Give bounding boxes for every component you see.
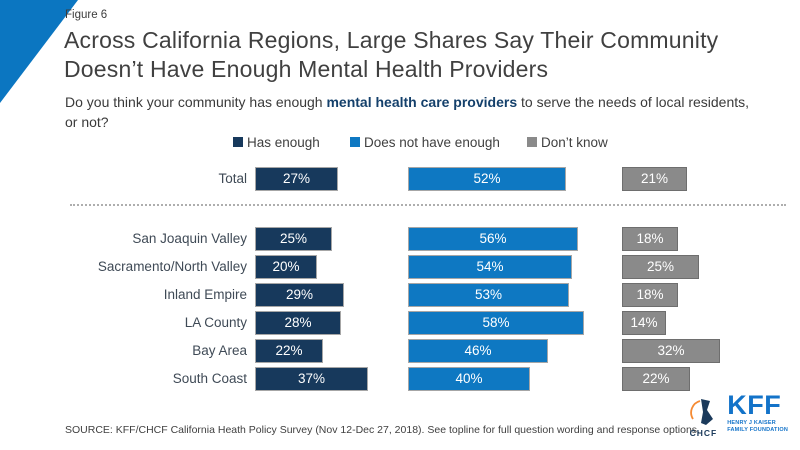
bar-does-not-have-enough-la-county: 58% — [408, 311, 584, 335]
row-label-sacramento-north-valley: Sacramento/North Valley — [97, 259, 247, 274]
bar-does-not-have-enough-sacramento-north-valley: 54% — [408, 255, 572, 279]
bar-has-enough-la-county: 28% — [255, 311, 341, 335]
legend-label-dont-know: Don’t know — [541, 134, 608, 150]
question-suffix: to serve the needs of local residents, o… — [65, 94, 750, 130]
legend-label-has-enough: Has enough — [247, 134, 320, 150]
bar-don-t-know-south-coast: 22% — [622, 367, 690, 391]
chcf-logo-icon — [690, 399, 714, 425]
kff-sub-line-1: HENRY J KAISER — [727, 419, 776, 426]
bar-does-not-have-enough-bay-area: 46% — [408, 339, 548, 363]
question-prefix: Do you think your community has enough — [65, 94, 327, 110]
legend-label-does-not-have-enough: Does not have enough — [364, 134, 500, 150]
bar-has-enough-south-coast: 37% — [255, 367, 368, 391]
figure-label: Figure 6 — [65, 9, 108, 21]
legend: Has enough Does not have enough Don’t kn… — [0, 134, 800, 150]
corner-accent-triangle — [0, 0, 78, 103]
bar-don-t-know-sacramento-north-valley: 25% — [622, 255, 699, 279]
kff-logo: KFF HENRY J KAISER FAMILY FOUNDATION — [727, 390, 788, 434]
bar-don-t-know-inland-empire: 18% — [622, 283, 678, 307]
legend-item-has-enough: Has enough — [233, 134, 320, 150]
footer-logos: CHCF KFF HENRY J KAISER FAMILY FOUNDATIO… — [690, 390, 788, 438]
bar-does-not-have-enough-inland-empire: 53% — [408, 283, 569, 307]
bar-has-enough-total: 27% — [255, 167, 338, 191]
row-label-bay-area: Bay Area — [192, 343, 247, 358]
bar-don-t-know-la-county: 14% — [622, 311, 666, 335]
row-label-san-joaquin-valley: San Joaquin Valley — [132, 231, 247, 246]
row-label-inland-empire: Inland Empire — [163, 287, 247, 302]
row-label-la-county: LA County — [184, 315, 247, 330]
bar-don-t-know-san-joaquin-valley: 18% — [622, 227, 678, 251]
bar-has-enough-sacramento-north-valley: 20% — [255, 255, 317, 279]
kff-logo-subtext: HENRY J KAISER FAMILY FOUNDATION — [727, 420, 788, 434]
bar-has-enough-san-joaquin-valley: 25% — [255, 227, 332, 251]
title-line-2: Doesn’t Have Enough Mental Health Provid… — [64, 56, 549, 83]
bar-does-not-have-enough-south-coast: 40% — [408, 367, 530, 391]
kff-sub-line-2: FAMILY FOUNDATION — [727, 426, 788, 433]
page-title: Across California Regions, Large Shares … — [64, 26, 718, 85]
chcf-logo-text: CHCF — [689, 428, 718, 438]
legend-item-does-not-have-enough: Does not have enough — [350, 134, 500, 150]
kff-logo-text: KFF — [727, 390, 782, 420]
bar-has-enough-bay-area: 22% — [255, 339, 323, 363]
legend-item-dont-know: Don’t know — [527, 134, 608, 150]
title-line-1: Across California Regions, Large Shares … — [64, 27, 719, 53]
bar-does-not-have-enough-total: 52% — [408, 167, 566, 191]
bar-does-not-have-enough-san-joaquin-valley: 56% — [408, 227, 578, 251]
row-label-total: Total — [218, 171, 247, 186]
legend-swatch-has-enough — [233, 137, 243, 147]
bar-has-enough-inland-empire: 29% — [255, 283, 344, 307]
bar-don-t-know-total: 21% — [622, 167, 687, 191]
question-bold-phrase: mental health care providers — [326, 94, 518, 110]
bar-don-t-know-bay-area: 32% — [622, 339, 720, 363]
legend-swatch-dont-know — [527, 137, 537, 147]
chcf-logo: CHCF — [690, 398, 718, 438]
legend-swatch-does-not-have-enough — [350, 137, 360, 147]
question-text: Do you think your community has enough m… — [65, 93, 755, 133]
row-label-south-coast: South Coast — [172, 371, 247, 386]
total-separator-dotted-line — [70, 204, 786, 206]
source-note: SOURCE: KFF/CHCF California Heath Policy… — [65, 424, 700, 436]
